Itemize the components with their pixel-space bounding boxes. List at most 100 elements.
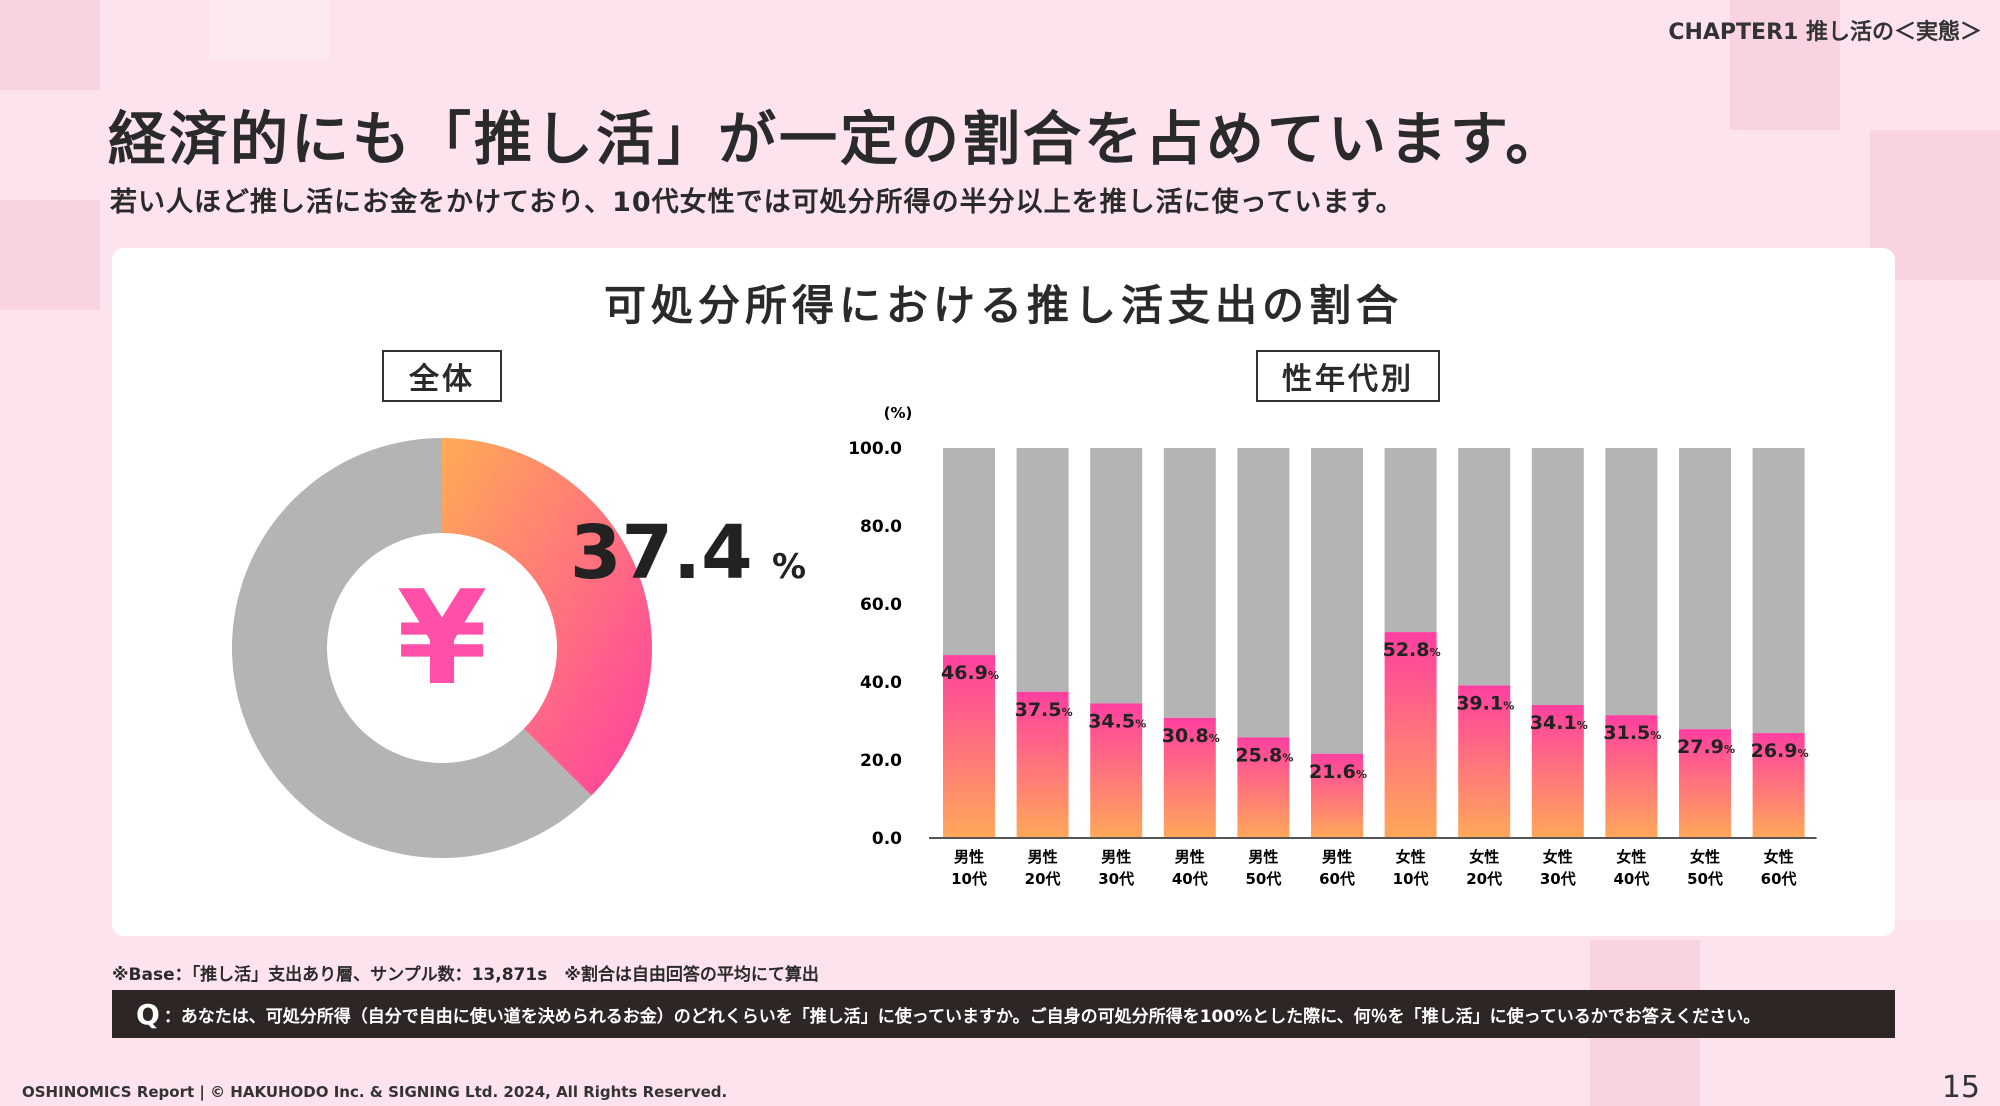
bar <box>1679 729 1731 838</box>
pie-value-label: 37.4 <box>570 510 753 596</box>
bar-remainder <box>1384 448 1437 633</box>
yen-icon: ¥ <box>397 562 487 714</box>
bar-remainder <box>1163 448 1216 718</box>
chapter-label: CHAPTER1 推し活の＜実態＞ <box>1668 20 1982 45</box>
x-tick-label: 60代 <box>1319 870 1355 888</box>
bar-value-label: 34.5 <box>1088 710 1135 732</box>
bg-square <box>0 200 100 310</box>
bar-value-unit: % <box>1282 751 1293 764</box>
bar-remainder <box>1458 448 1511 686</box>
x-tick-label: 50代 <box>1687 870 1723 888</box>
x-tick-label: 40代 <box>1172 870 1208 888</box>
bar <box>1237 737 1290 838</box>
x-tick-label: 30代 <box>1098 870 1134 888</box>
x-tick-label: 男性 <box>954 848 984 866</box>
bar-value-unit: % <box>1798 747 1809 760</box>
bar-remainder <box>1531 448 1584 706</box>
y-tick-label: 80.0 <box>860 517 902 537</box>
bar <box>1752 733 1805 838</box>
page-title: 経済的にも「推し活」が一定の割合を占めています。 <box>108 105 1567 173</box>
x-tick-label: 男性 <box>1175 848 1205 866</box>
y-tick-label: 40.0 <box>860 673 902 693</box>
x-tick-label: 男性 <box>1248 848 1278 866</box>
x-tick-label: 男性 <box>1101 848 1131 866</box>
bar <box>1311 753 1363 838</box>
x-tick-label: 10代 <box>1393 870 1429 888</box>
pie-slice-other <box>232 438 592 858</box>
chart-card: 可処分所得における推し活支出の割合 全体 性年代別 ¥37.4% (%) 0.0 20… <box>112 248 1895 936</box>
bar-value-unit: % <box>1062 706 1073 719</box>
bar-value-unit: % <box>1356 768 1367 781</box>
x-tick-label: 女性 <box>1543 848 1573 866</box>
y-axis-unit: (%) <box>884 404 913 422</box>
question-text: ：あなたは、可処分所得（自分で自由に使い道を決められるお金）のどれくらいを「推し… <box>163 1006 1761 1027</box>
x-tick-label: 女性 <box>1764 848 1794 866</box>
pie-slice-oshikatsu <box>442 438 653 796</box>
bar-value-label: 34.1 <box>1530 712 1577 734</box>
chart-title: 可処分所得における推し活支出の割合 <box>603 281 1403 330</box>
x-tick-label: 10代 <box>951 870 987 888</box>
x-tick-label: 女性 <box>1469 848 1499 866</box>
bar-value-unit: % <box>1503 700 1514 713</box>
bar-value-unit: % <box>1577 719 1588 732</box>
x-tick-label: 20代 <box>1466 870 1502 888</box>
q-mark: Q <box>136 997 160 1031</box>
y-tick-label: 100.0 <box>848 439 902 459</box>
bar-value-label: 26.9 <box>1751 740 1798 762</box>
x-tick-label: 男性 <box>1028 848 1058 866</box>
page-number: 15 <box>1941 1070 1980 1105</box>
bar-remainder <box>943 448 995 656</box>
bar <box>1384 632 1437 838</box>
bar-value-label: 37.5 <box>1015 699 1062 721</box>
bar <box>1605 715 1658 838</box>
copyright: OSHINOMICS Report | © HAKUHODO Inc. & SI… <box>22 1083 728 1101</box>
bar-value-unit: % <box>1650 729 1661 742</box>
x-tick-label: 20代 <box>1025 870 1061 888</box>
bar <box>1458 685 1511 838</box>
bar-value-unit: % <box>988 669 999 682</box>
x-tick-label: 男性 <box>1322 848 1352 866</box>
bar <box>1531 705 1584 838</box>
x-tick-label: 女性 <box>1396 848 1426 866</box>
bar-remainder <box>1752 448 1805 734</box>
y-tick-label: 0.0 <box>872 829 902 849</box>
question-bar: Q ：あなたは、可処分所得（自分で自由に使い道を決められるお金）のどれくらいを「推… <box>112 990 1895 1038</box>
x-tick-label: 50代 <box>1245 870 1281 888</box>
base-note: ※Base：「推し活」支出あり層、サンプル数：13,871s ※割合は自由回答の… <box>112 965 819 985</box>
bar-value-unit: % <box>1209 732 1220 745</box>
x-tick-label: 女性 <box>1616 848 1646 866</box>
bar <box>1090 703 1143 838</box>
bar <box>1163 717 1216 838</box>
pie-unit-label: % <box>772 547 806 587</box>
bar-value-unit: % <box>1724 743 1735 756</box>
x-tick-label: 60代 <box>1761 870 1797 888</box>
chart-svg: ¥37.4 % (%) 0.0 20.0 40.0 60.0 80.0 100.0 46.9 % 男性… <box>232 404 1817 888</box>
bar-value-label: 25.8 <box>1235 744 1282 766</box>
bar-value-label: 52.8 <box>1383 639 1430 661</box>
bar-value-label: 30.8 <box>1162 725 1209 747</box>
bar-value-unit: % <box>1135 717 1146 730</box>
bar-remainder <box>1605 448 1658 716</box>
bar-remainder <box>1237 448 1290 738</box>
x-tick-label: 40代 <box>1613 870 1649 888</box>
overall-label: 全体 <box>382 350 502 402</box>
bar-value-label: 21.6 <box>1309 761 1356 783</box>
y-tick-label: 60.0 <box>860 595 902 615</box>
bar-value-label: 46.9 <box>941 662 988 684</box>
bar-value-label: 31.5 <box>1603 722 1650 744</box>
bar-value-label: 27.9 <box>1677 736 1724 758</box>
bg-square <box>1895 800 2000 920</box>
bar-remainder <box>1679 448 1731 730</box>
bg-square <box>1730 0 1840 130</box>
bar <box>943 655 995 838</box>
bar-value-label: 39.1 <box>1456 693 1503 715</box>
bg-square <box>0 0 100 90</box>
x-tick-label: 女性 <box>1690 848 1720 866</box>
bar-remainder <box>1016 448 1069 692</box>
bar-remainder <box>1311 448 1363 754</box>
bar <box>1016 691 1069 838</box>
bar-value-unit: % <box>1430 646 1441 659</box>
segment-label: 性年代別 <box>1256 350 1440 402</box>
page-subtitle: 若い人ほど推し活にお金をかけており、10代女性では可処分所得の半分以上を推し活に… <box>110 187 1404 218</box>
bg-square <box>210 0 330 60</box>
